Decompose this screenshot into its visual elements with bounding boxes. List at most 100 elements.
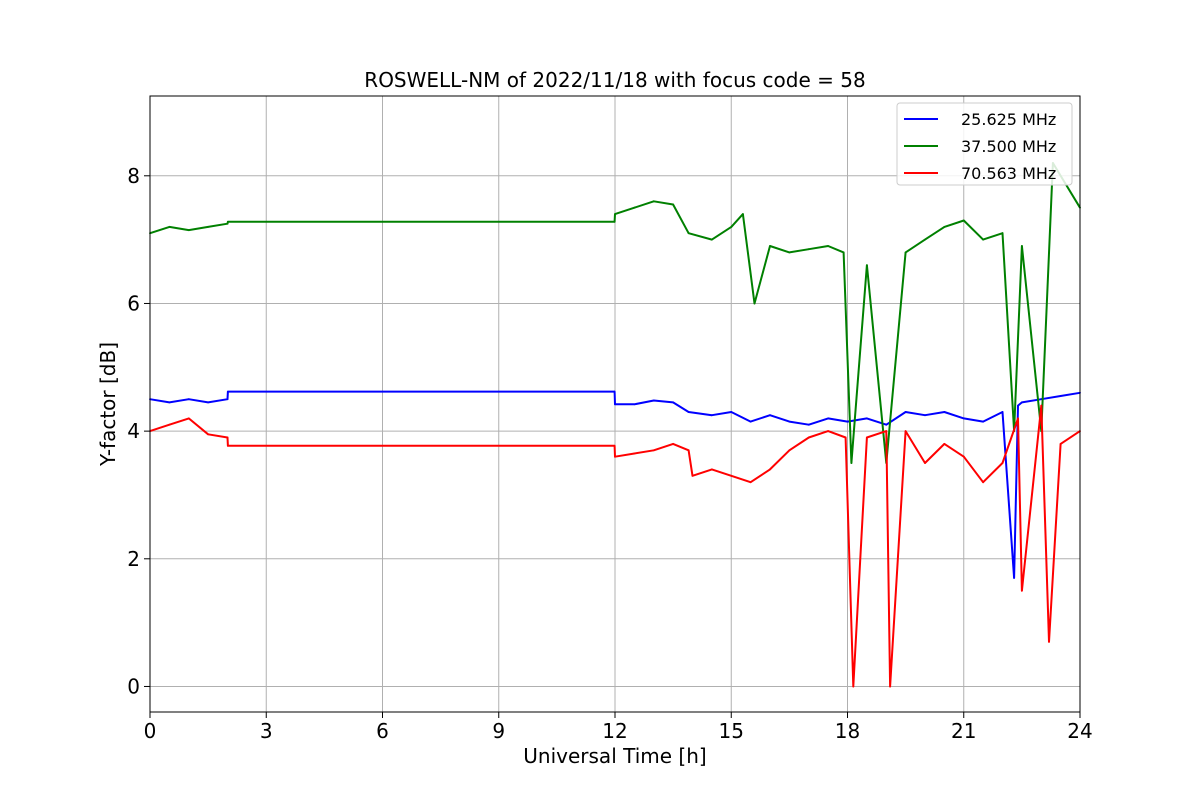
data-point bbox=[962, 219, 965, 222]
data-point bbox=[226, 436, 229, 439]
data-point bbox=[962, 455, 965, 458]
data-point bbox=[730, 226, 733, 228]
data-point bbox=[982, 481, 984, 484]
data-point bbox=[866, 264, 868, 267]
data-point bbox=[827, 417, 829, 420]
data-point bbox=[168, 226, 171, 228]
data-point bbox=[226, 222, 229, 225]
data-point bbox=[691, 474, 694, 477]
y-axis-label: Y-factor [dB] bbox=[96, 342, 120, 467]
data-point bbox=[924, 414, 926, 417]
data-point bbox=[168, 401, 171, 404]
data-point bbox=[807, 423, 810, 426]
x-tick-label: 9 bbox=[492, 719, 505, 743]
legend: 25.625 MHz 37.500 MHz 70.563 MHz bbox=[896, 102, 1073, 186]
data-point bbox=[889, 685, 891, 688]
data-point bbox=[943, 226, 946, 228]
data-point bbox=[846, 420, 849, 423]
data-point bbox=[207, 226, 210, 228]
data-point bbox=[687, 449, 690, 452]
data-point bbox=[852, 685, 855, 688]
data-point bbox=[613, 390, 616, 393]
data-point bbox=[1059, 443, 1062, 445]
y-tick-label: 8 bbox=[127, 164, 140, 188]
y-tick-label: 2 bbox=[127, 547, 140, 571]
data-point bbox=[769, 245, 771, 247]
data-point bbox=[788, 449, 791, 452]
data-point bbox=[807, 436, 810, 439]
data-point bbox=[652, 200, 655, 203]
data-point bbox=[885, 430, 888, 432]
chart-title: ROSWELL-NM of 2022/11/18 with focus code… bbox=[364, 68, 865, 92]
y-tick-label: 6 bbox=[127, 291, 140, 315]
data-point bbox=[749, 420, 752, 423]
legend-label: 37.500 MHz bbox=[961, 137, 1056, 156]
legend-label: 70.563 MHz bbox=[961, 164, 1056, 183]
data-point bbox=[672, 443, 674, 445]
data-point bbox=[904, 411, 907, 413]
data-point bbox=[227, 390, 229, 393]
x-axis: 0 3 6 9 12 15 18 21 24 bbox=[144, 712, 1093, 743]
data-point bbox=[1001, 232, 1004, 235]
data-point bbox=[614, 403, 616, 406]
y-axis: 0 2 4 6 8 bbox=[127, 164, 150, 698]
data-point bbox=[672, 401, 674, 404]
data-point bbox=[850, 462, 853, 464]
data-point bbox=[753, 302, 756, 305]
data-point bbox=[924, 462, 926, 464]
series-line bbox=[149, 390, 1081, 579]
y-tick-label: 4 bbox=[127, 419, 140, 443]
data-point bbox=[1021, 401, 1023, 404]
data-point bbox=[1001, 411, 1004, 413]
data-point bbox=[807, 248, 810, 251]
x-tick-label: 0 bbox=[144, 719, 157, 743]
legend-box bbox=[896, 102, 1073, 186]
data-point bbox=[1017, 417, 1019, 420]
data-point bbox=[730, 474, 733, 477]
data-point bbox=[687, 232, 690, 235]
data-point bbox=[866, 436, 868, 439]
x-tick-label: 6 bbox=[376, 719, 389, 743]
data-point bbox=[226, 398, 229, 401]
data-point bbox=[943, 411, 946, 413]
data-point bbox=[769, 468, 771, 471]
data-point bbox=[633, 403, 636, 406]
data-point bbox=[749, 481, 752, 484]
data-point bbox=[1013, 577, 1015, 579]
data-point bbox=[613, 444, 616, 447]
data-point bbox=[614, 213, 616, 216]
y-tick-label: 0 bbox=[127, 674, 140, 698]
data-point bbox=[844, 436, 847, 439]
data-point bbox=[788, 420, 791, 423]
data-point bbox=[1021, 245, 1023, 247]
data-point bbox=[769, 414, 771, 417]
data-point bbox=[982, 420, 984, 423]
data-point bbox=[904, 251, 907, 254]
data-point bbox=[652, 449, 655, 452]
data-point bbox=[652, 399, 655, 402]
x-tick-label: 15 bbox=[719, 719, 744, 743]
x-tick-label: 21 bbox=[951, 719, 976, 743]
data-point bbox=[842, 251, 845, 254]
data-point bbox=[742, 213, 744, 216]
x-tick-label: 3 bbox=[260, 719, 273, 743]
data-point bbox=[672, 203, 674, 206]
x-tick-label: 18 bbox=[835, 719, 860, 743]
legend-label: 25.625 MHz bbox=[961, 110, 1056, 129]
data-point bbox=[227, 444, 229, 447]
data-point bbox=[866, 417, 868, 420]
data-point bbox=[207, 401, 210, 404]
series-layer bbox=[149, 162, 1081, 688]
data-point bbox=[962, 417, 965, 420]
data-point bbox=[788, 251, 791, 254]
data-point bbox=[1048, 640, 1050, 643]
data-point bbox=[711, 238, 713, 241]
data-point bbox=[924, 238, 926, 241]
data-point bbox=[227, 220, 229, 223]
data-point bbox=[187, 417, 190, 420]
data-point bbox=[633, 452, 636, 455]
data-point bbox=[711, 468, 713, 471]
data-point bbox=[982, 238, 984, 241]
data-point bbox=[827, 245, 829, 247]
